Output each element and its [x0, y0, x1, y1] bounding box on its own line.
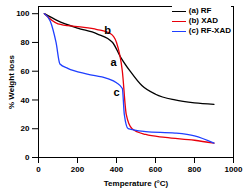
- html-text:(c) RF-XAD: (c) RF-XAD: [188, 26, 231, 35]
- svg-text:80: 80: [21, 38, 30, 47]
- svg-text:% Weight loss: % Weight loss: [7, 54, 16, 109]
- svg-text:1000: 1000: [225, 165, 243, 174]
- svg-text:200: 200: [71, 165, 85, 174]
- svg-text:0: 0: [25, 153, 30, 162]
- svg-text:c: c: [113, 86, 119, 98]
- svg-text:400: 400: [110, 165, 124, 174]
- svg-text:a: a: [111, 56, 118, 68]
- svg-text:0: 0: [36, 165, 41, 174]
- svg-text:60: 60: [21, 67, 30, 76]
- html-text:(b) XAD: (b) XAD: [188, 16, 219, 25]
- svg-text:Temperature (°C): Temperature (°C): [104, 179, 169, 188]
- svg-text:100: 100: [16, 9, 30, 18]
- svg-text:b: b: [104, 24, 111, 36]
- html-text:(a) RF: (a) RF: [188, 6, 212, 15]
- svg-text:800: 800: [188, 165, 202, 174]
- svg-text:20: 20: [21, 124, 30, 133]
- svg-text:600: 600: [149, 165, 163, 174]
- svg-text:40: 40: [21, 96, 30, 105]
